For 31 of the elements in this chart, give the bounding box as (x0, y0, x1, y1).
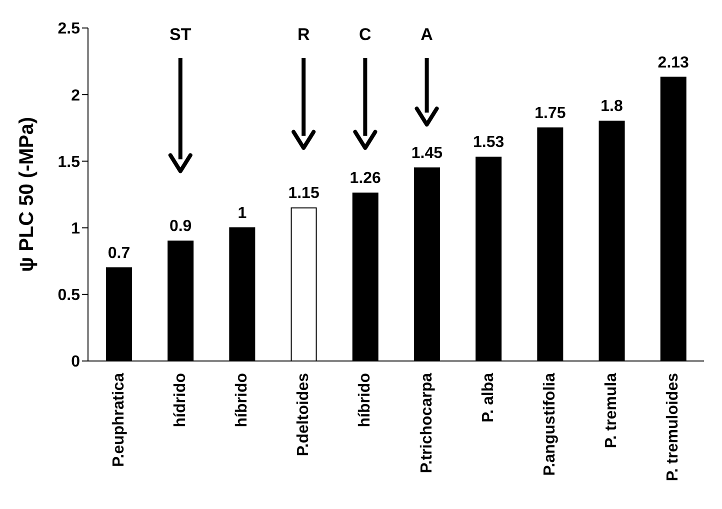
y-tick-label: 2.5 (58, 20, 80, 38)
data-label: 1.45 (411, 144, 443, 162)
x-tick-label: híbrido (234, 372, 250, 428)
data-label: 1.15 (288, 184, 320, 202)
y-tick-label: 0 (71, 354, 80, 371)
annotation: A (420, 25, 433, 44)
data-label: 1.8 (600, 98, 623, 116)
data-label: 1.75 (534, 104, 566, 122)
data-label: 0.7 (108, 244, 130, 262)
data-label: 0.9 (169, 218, 192, 236)
data-label: 1.26 (350, 170, 382, 188)
y-tick-label: 1.5 (58, 154, 80, 171)
x-tick-label: híbrido (356, 372, 374, 428)
x-tick-label: P. alba (480, 372, 497, 423)
x-tick-label: hídrido (172, 372, 189, 428)
annotation: R (297, 25, 310, 44)
annotation: C (359, 25, 372, 44)
x-tick-label: P. tremuloides (664, 372, 682, 482)
x-tick-label: P.angustifolia (542, 372, 558, 476)
y-axis-title: ψ PLC 50 (-MPa) (16, 116, 38, 272)
data-label: 1 (238, 204, 247, 222)
y-tick-label: 2 (71, 87, 80, 104)
x-tick-label: P.deltoides (295, 372, 312, 456)
y-tick-label: 0.5 (58, 287, 80, 304)
data-label: 1.53 (473, 134, 504, 152)
y-tick-label: 1 (71, 220, 80, 238)
x-tick-label: P. tremula (603, 372, 620, 448)
x-tick-label: P.euphratica (110, 372, 128, 467)
data-label: 2.13 (658, 54, 690, 72)
annotation: ST (170, 25, 192, 44)
x-tick-label: P.trichocarpa (418, 372, 436, 474)
